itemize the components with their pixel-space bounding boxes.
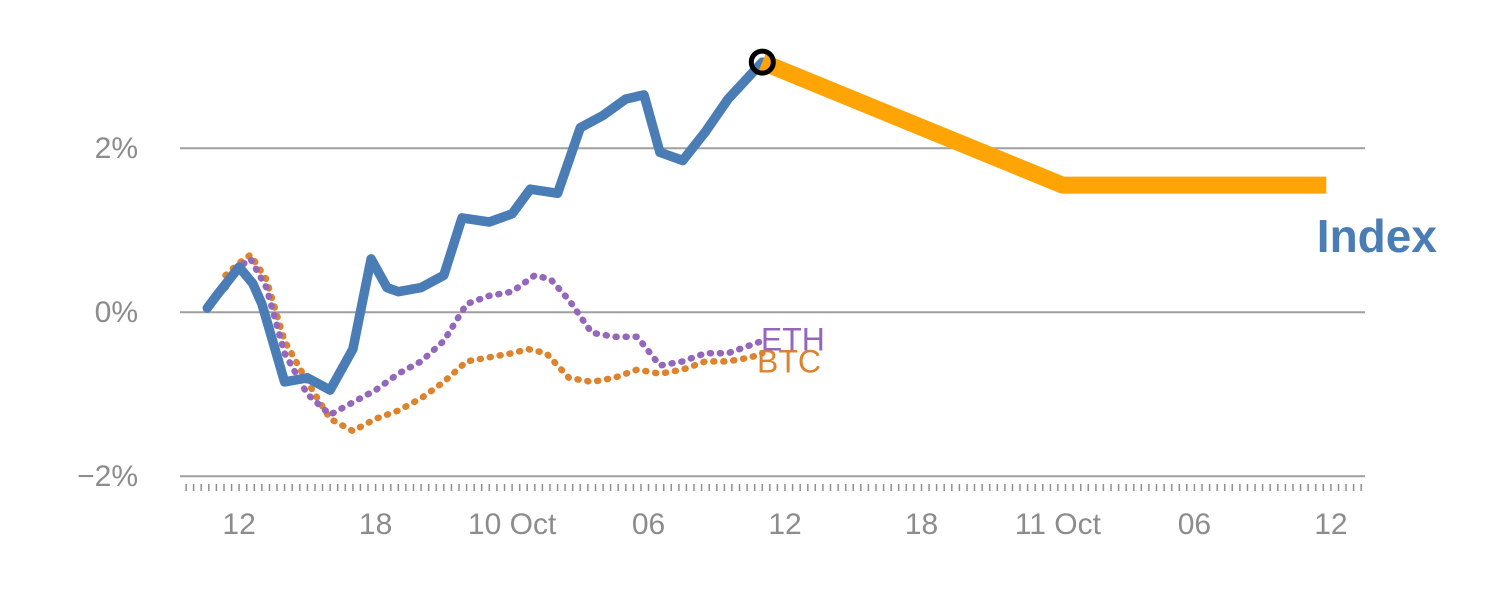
x-tick-label: 12 (1314, 508, 1347, 541)
y-tick-label: 2% (95, 132, 138, 165)
series-label-eth: ETH (761, 321, 825, 357)
x-tick-label: 06 (632, 508, 665, 541)
x-tick-label: 12 (222, 508, 255, 541)
x-tick-label: 18 (359, 508, 392, 541)
series-label-index: Index (1317, 210, 1438, 262)
series-line-index-forecast (759, 54, 1327, 194)
y-tick-label: −2% (77, 460, 138, 493)
series-line-eth (222, 255, 766, 418)
peak-marker-circle (748, 48, 776, 76)
x-tick-label: 06 (1178, 508, 1211, 541)
x-tick-label: 11 Oct (1015, 508, 1102, 541)
x-tick-label: 10 Oct (468, 508, 557, 541)
x-tick-label: 18 (905, 508, 938, 541)
x-tick-label: 12 (768, 508, 801, 541)
series-label-btc: BTC (757, 343, 821, 379)
series-line-index (202, 57, 768, 395)
y-tick-label: 0% (95, 296, 138, 329)
series-line-btc (222, 251, 766, 435)
